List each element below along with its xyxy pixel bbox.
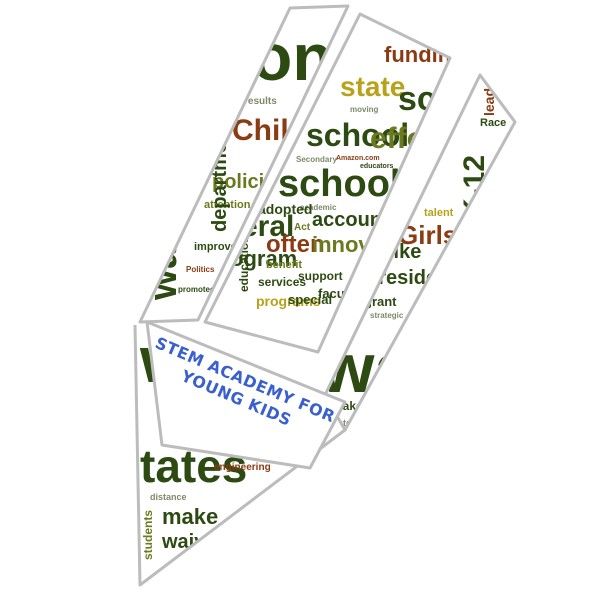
wc-act: Act (294, 222, 311, 233)
wc-educators: educators (360, 163, 394, 170)
wc-services: services (258, 275, 306, 289)
wc-distance: results (244, 96, 277, 107)
pencil-tip-outline (133, 324, 346, 587)
wc-education-c: waive (319, 329, 511, 407)
wc-policies: K-12 (458, 155, 491, 220)
wc-special: special (288, 292, 332, 307)
wc-race: Race (480, 117, 506, 129)
wc-attention: attention (204, 199, 251, 211)
wc-students: students (141, 510, 155, 560)
wc-engineering: engineering (214, 462, 271, 473)
pencil-outline (133, 4, 517, 587)
wc-results: distance (150, 492, 187, 502)
wc-often: often (266, 231, 325, 258)
wc-secondary: Secondary (296, 155, 337, 164)
wc-adopted: adopted (258, 201, 312, 217)
wc-benefit: talent (424, 207, 454, 219)
wc-amazon: Amazon.com (336, 155, 380, 162)
wc-make: make (162, 504, 218, 529)
wc-moving: moving (350, 105, 379, 114)
wc-hard: improve (194, 241, 237, 253)
wc-politics: Politics (186, 265, 215, 274)
wc-academic: academic (300, 203, 337, 212)
wc-grant: programs (256, 293, 321, 309)
wc-school: school (306, 117, 409, 153)
wc-programs: benefit (266, 259, 302, 271)
pencil-strip-b-outline (203, 12, 452, 354)
wc-support: support (298, 269, 343, 283)
wc-strategic: strategic (370, 311, 404, 320)
wc-faculty: faculty (318, 286, 361, 301)
wc-state: state (340, 71, 405, 102)
pencil-strip-a-outline (138, 4, 350, 324)
wc-education-a: waive (141, 191, 185, 301)
wc-on: on (252, 20, 333, 94)
wc-promoted: promoted (178, 285, 215, 294)
